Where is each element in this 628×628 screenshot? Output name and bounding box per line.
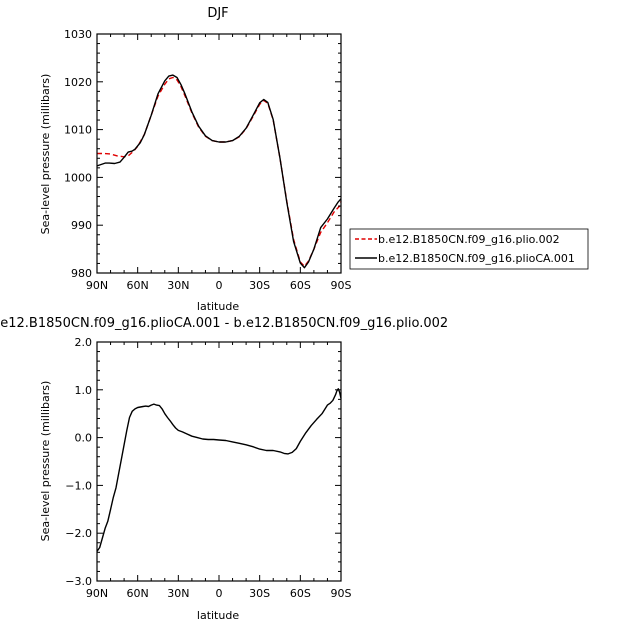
top-xtick-label: 0: [216, 279, 223, 292]
top-ytick-label: 980: [71, 267, 92, 280]
bottom-panel-title: b.e12.B1850CN.f09_g16.plioCA.001 - b.e12…: [0, 316, 448, 331]
top-xtick-label: 60S: [290, 279, 311, 292]
top-panel-frame: [96, 33, 342, 274]
top-ytick-label: 990: [71, 219, 92, 232]
bottom-panel-ylabel: Sea-level pressure (millibars): [39, 381, 52, 542]
legend-label-plioca-001: b.e12.B1850CN.f09_g16.plioCA.001: [378, 252, 575, 265]
legend-box: [349, 228, 589, 270]
bottom-xtick-label: 90S: [331, 587, 352, 600]
top-xtick-label: 30N: [167, 279, 189, 292]
top-panel-ylabel: Sea-level pressure (millibars): [39, 74, 52, 235]
top-ytick-label: 1000: [64, 171, 92, 184]
top-panel-ticks: 90N 60N 30N 0 30S 60S 90S 980 990 1000 1010 1020 103…: [64, 28, 352, 292]
bottom-ytick-label: −2.0: [65, 527, 92, 540]
bottom-ytick-label: 1.0: [75, 384, 93, 397]
bottom-panel-ticks: 90N 60N 30N 0 30S 60S 90S −3.0 −2.0 −1.0 0.0 1.0 2.0: [65, 336, 351, 600]
top-panel-series-group: [96, 74, 342, 269]
bottom-xtick-label: 60S: [290, 587, 311, 600]
bottom-xtick-label: 90N: [86, 587, 108, 600]
bottom-xtick-label: 30S: [249, 587, 270, 600]
bottom-xtick-label: 0: [216, 587, 223, 600]
top-series-line-1: [96, 74, 342, 269]
legend-label-plio-002: b.e12.B1850CN.f09_g16.plio.002: [378, 233, 560, 246]
top-xtick-label: 90N: [86, 279, 108, 292]
bottom-xtick-label: 30N: [167, 587, 189, 600]
bottom-ytick-label: 2.0: [75, 336, 93, 349]
top-panel-title: DJF: [207, 6, 228, 21]
bottom-panel: b.e12.B1850CN.f09_g16.plioCA.001 - b.e12…: [0, 316, 448, 622]
top-series-line-0: [97, 76, 342, 267]
top-panel: DJF 90N 60N 30N 0 30S 60S 90S 980 990 1000 1010 102…: [39, 6, 589, 313]
top-xtick-label: 90S: [331, 279, 352, 292]
top-ytick-label: 1010: [64, 124, 92, 137]
bottom-panel-xlabel: latitude: [197, 609, 239, 622]
bottom-xtick-label: 60N: [127, 587, 149, 600]
bottom-panel-frame: [96, 341, 342, 582]
top-ytick-label: 1030: [64, 28, 92, 41]
bottom-ytick-label: 0.0: [75, 432, 93, 445]
legend: b.e12.B1850CN.f09_g16.plio.002 b.e12.B18…: [349, 228, 589, 270]
bottom-ytick-label: −1.0: [65, 479, 92, 492]
top-xtick-label: 30S: [249, 279, 270, 292]
top-xtick-label: 60N: [127, 279, 149, 292]
bottom-panel-series-group: [96, 388, 342, 552]
bottom-series-line-0: [96, 388, 342, 552]
top-ytick-label: 1020: [64, 76, 92, 89]
top-panel-xlabel: latitude: [197, 300, 239, 313]
bottom-ytick-label: −3.0: [65, 575, 92, 588]
